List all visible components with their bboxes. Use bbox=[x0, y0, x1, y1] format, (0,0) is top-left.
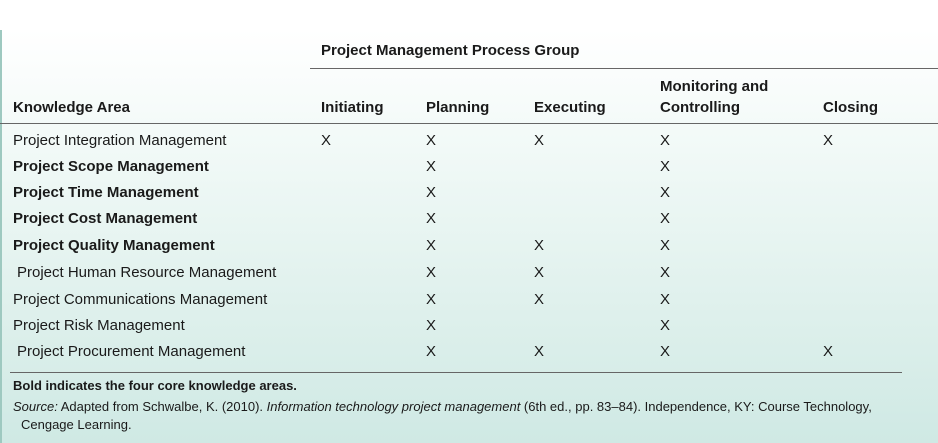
executing-mark: X bbox=[534, 291, 545, 308]
header-divider bbox=[0, 123, 938, 124]
planning-mark: X bbox=[426, 343, 437, 360]
header-monitoring-line2: Controlling bbox=[660, 99, 740, 116]
header-initiating: Initiating bbox=[321, 99, 384, 116]
process-group-divider bbox=[310, 68, 938, 69]
source-text-1: Adapted from Schwalbe, K. (2010). bbox=[57, 399, 267, 414]
row-name: Project Integration Management bbox=[13, 132, 227, 149]
table-row: Project Communications Management X X X bbox=[0, 291, 938, 313]
footer-divider bbox=[10, 372, 902, 373]
planning-mark: X bbox=[426, 291, 437, 308]
planning-mark: X bbox=[426, 184, 437, 201]
source-citation: Source: Adapted from Schwalbe, K. (2010)… bbox=[13, 398, 913, 434]
row-name: Project Scope Management bbox=[13, 158, 209, 175]
closing-mark: X bbox=[823, 132, 834, 149]
planning-mark: X bbox=[426, 317, 437, 334]
closing-mark: X bbox=[823, 343, 834, 360]
monitoring-mark: X bbox=[660, 132, 671, 149]
source-title: Information technology project managemen… bbox=[266, 399, 521, 414]
core-areas-note: Bold indicates the four core knowledge a… bbox=[13, 378, 297, 393]
header-planning: Planning bbox=[426, 99, 490, 116]
row-name: Project Cost Management bbox=[13, 210, 198, 227]
monitoring-mark: X bbox=[660, 184, 671, 201]
table-row: Project Risk Management X X bbox=[0, 317, 938, 339]
table-row: Project Quality Management X X X bbox=[0, 237, 938, 259]
table-row: Project Scope Management X X bbox=[0, 158, 938, 180]
monitoring-mark: X bbox=[660, 158, 671, 175]
table-panel bbox=[0, 30, 938, 443]
executing-mark: X bbox=[534, 132, 545, 149]
monitoring-mark: X bbox=[660, 343, 671, 360]
header-knowledge-area: Knowledge Area bbox=[13, 99, 130, 116]
source-text-2: (6th ed., pp. 83–84). Independence, KY: … bbox=[520, 399, 872, 414]
header-executing: Executing bbox=[534, 99, 606, 116]
row-name: Project Time Management bbox=[13, 184, 199, 201]
process-group-title: Project Management Process Group bbox=[321, 42, 580, 59]
monitoring-mark: X bbox=[660, 264, 671, 281]
monitoring-mark: X bbox=[660, 317, 671, 334]
monitoring-mark: X bbox=[660, 291, 671, 308]
executing-mark: X bbox=[534, 237, 545, 254]
row-name: Project Procurement Management bbox=[17, 343, 246, 360]
row-name: Project Risk Management bbox=[13, 317, 185, 334]
header-closing: Closing bbox=[823, 99, 878, 116]
monitoring-mark: X bbox=[660, 237, 671, 254]
planning-mark: X bbox=[426, 264, 437, 281]
table-row: Project Time Management X X bbox=[0, 184, 938, 206]
table-row: Project Integration Management X X X X X bbox=[0, 132, 938, 154]
monitoring-mark: X bbox=[660, 210, 671, 227]
planning-mark: X bbox=[426, 237, 437, 254]
header-monitoring-line1: Monitoring and bbox=[660, 78, 769, 95]
table-row: Project Cost Management X X bbox=[0, 210, 938, 232]
source-label: Source: bbox=[13, 399, 58, 414]
row-name: Project Quality Management bbox=[13, 237, 215, 254]
source-text-3: Cengage Learning. bbox=[21, 417, 132, 432]
planning-mark: X bbox=[426, 132, 437, 149]
table-row: Project Procurement Management X X X X bbox=[0, 343, 938, 365]
row-name: Project Human Resource Management bbox=[17, 264, 277, 281]
header-monitoring: Monitoring and Controlling bbox=[660, 76, 768, 118]
planning-mark: X bbox=[426, 210, 437, 227]
executing-mark: X bbox=[534, 264, 545, 281]
planning-mark: X bbox=[426, 158, 437, 175]
row-name: Project Communications Management bbox=[13, 291, 268, 308]
executing-mark: X bbox=[534, 343, 545, 360]
table-row: Project Human Resource Management X X X bbox=[0, 264, 938, 286]
initiating-mark: X bbox=[321, 132, 332, 149]
